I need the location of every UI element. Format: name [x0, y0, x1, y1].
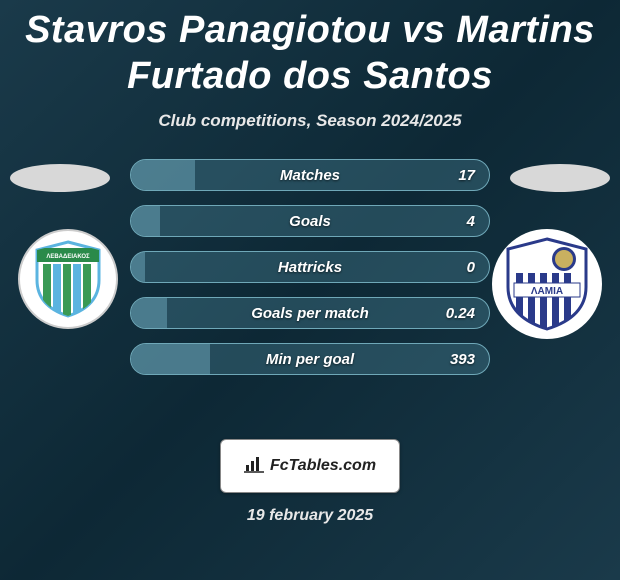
player-silhouette-left [10, 164, 110, 192]
stat-value: 0 [467, 259, 475, 276]
svg-text:ΛΕΒΑΔΕΙΑΚΟΣ: ΛΕΒΑΔΕΙΑΚΟΣ [46, 254, 90, 260]
subtitle: Club competitions, Season 2024/2025 [0, 111, 620, 131]
stat-value: 4 [467, 213, 475, 230]
stat-label: Matches [131, 167, 489, 184]
stat-bar: Min per goal 393 [130, 343, 490, 375]
shield-icon: ΛΑΜΙΑ [504, 237, 590, 331]
club-crest-right: ΛΑΜΙΑ [492, 229, 602, 339]
club-crest-left: ΛΕΒΑΔΕΙΑΚΟΣ [18, 229, 118, 329]
stat-bar: Matches 17 [130, 159, 490, 191]
player-silhouette-right [510, 164, 610, 192]
stat-value: 393 [450, 351, 475, 368]
stat-label: Hattricks [131, 259, 489, 276]
stat-bar: Hattricks 0 [130, 251, 490, 283]
stat-bar: Goals per match 0.24 [130, 297, 490, 329]
svg-text:ΛΑΜΙΑ: ΛΑΜΙΑ [531, 286, 563, 297]
stat-value: 17 [458, 167, 475, 184]
page-title: Stavros Panagiotou vs Martins Furtado do… [0, 0, 620, 99]
stat-bar: Goals 4 [130, 205, 490, 237]
stats-bars: Matches 17 Goals 4 Hattricks 0 Goals per… [130, 159, 490, 375]
site-name: FcTables.com [270, 457, 376, 475]
stat-value: 0.24 [446, 305, 475, 322]
comparison-main: ΛΕΒΑΔΕΙΑΚΟΣ [0, 159, 620, 419]
stat-label: Goals [131, 213, 489, 230]
stat-label: Min per goal [131, 351, 489, 368]
chart-icon [244, 455, 264, 478]
shield-icon: ΛΕΒΑΔΕΙΑΚΟΣ [33, 240, 103, 318]
stat-label: Goals per match [131, 305, 489, 322]
site-badge: FcTables.com [220, 439, 400, 493]
date-label: 19 february 2025 [0, 507, 620, 525]
